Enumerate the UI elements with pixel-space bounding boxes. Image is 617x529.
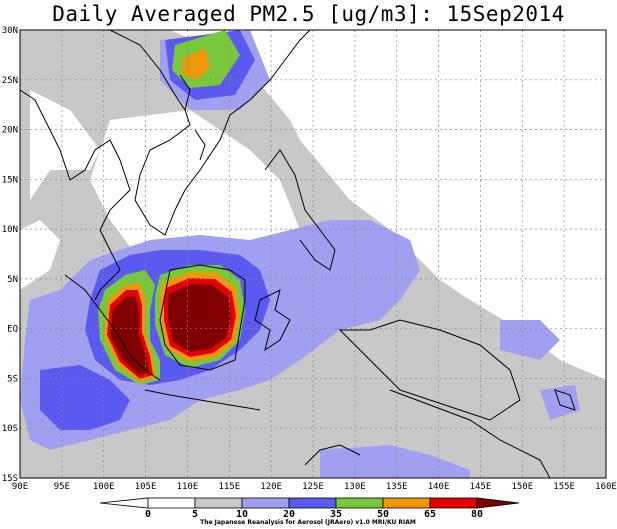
pm25-level-10-20	[500, 320, 560, 360]
longitude-tick-label: 150E	[511, 482, 533, 492]
colorbar-swatch	[241, 497, 290, 509]
longitude-tick-label: 140E	[428, 482, 450, 492]
pm25-level-0-5	[300, 30, 606, 330]
plot-frame	[19, 29, 607, 479]
longitude-tick-label: 100E	[93, 482, 115, 492]
pm25-level-20-35	[40, 365, 130, 430]
longitude-tick-label: 115E	[218, 482, 240, 492]
pm25-level-50-65	[182, 48, 210, 80]
colorbar-right-arrow	[476, 497, 520, 509]
map-title: Daily Averaged PM2.5 [ug/m3]: 15Sep2014	[52, 2, 565, 26]
colorbar-swatch	[194, 497, 243, 509]
latitude-tick-label: EQ	[7, 325, 18, 335]
colorbar-swatch	[429, 497, 478, 509]
longitude-tick-label: 160E	[595, 482, 617, 492]
latitude-tick-label: 25N	[2, 76, 18, 86]
longitude-tick-label: 105E	[135, 482, 157, 492]
pm25-level-0-5	[90, 110, 300, 260]
longitude-axis: 90E 95E 100E 105E 110E 115E 120E 125E 130E 135E 14…	[12, 482, 617, 492]
pm25-level-0-5	[20, 220, 60, 290]
longitude-tick-label: 130E	[344, 482, 366, 492]
colorbar-swatch	[335, 497, 384, 509]
latitude-tick-label: 10S	[2, 424, 18, 434]
colorbar-swatch	[288, 497, 337, 509]
latitude-tick-label: 20N	[2, 126, 18, 136]
latitude-tick-label: 15N	[2, 175, 18, 185]
latitude-tick-label: 30N	[2, 26, 18, 36]
colorbar: 0 5 10 20 35 50 65 80	[99, 497, 520, 520]
longitude-tick-label: 95E	[54, 482, 70, 492]
colorbar-label: 0	[145, 509, 151, 520]
colorbar-swatch	[382, 497, 431, 509]
longitude-tick-label: 110E	[177, 482, 199, 492]
credit-text: The Japanese Reanalysis for Aerosol (JRA…	[200, 519, 416, 526]
colorbar-swatch	[147, 497, 196, 509]
coastlines	[19, 29, 576, 479]
longitude-tick-label: 90E	[12, 482, 28, 492]
latitude-tick-label: 5S	[7, 374, 18, 384]
colorbar-label: 50	[377, 509, 389, 520]
longitude-tick-label: 120E	[260, 482, 282, 492]
pm25-level-80-plus	[168, 284, 231, 352]
colorbar-label: 35	[330, 509, 342, 520]
pm25-level-80-plus	[110, 296, 149, 375]
latitude-tick-label: 5N	[7, 275, 18, 285]
colorbar-label: 10	[236, 509, 248, 520]
latitude-axis: 30N 25N 20N 15N 10N 5N EQ 5S 10S 15S	[2, 26, 18, 484]
longitude-tick-label: 135E	[386, 482, 408, 492]
colorbar-label: 20	[283, 509, 295, 520]
pm25-level-0-5	[30, 90, 100, 200]
longitude-tick-label: 125E	[302, 482, 324, 492]
colorbar-label: 65	[424, 509, 436, 520]
longitude-tick-label: 145E	[470, 482, 492, 492]
longitude-tick-label: 155E	[553, 482, 575, 492]
colorbar-left-arrow	[99, 497, 149, 509]
colorbar-label: 80	[471, 509, 483, 520]
latitude-tick-label: 15S	[2, 474, 18, 484]
colorbar-label: 5	[192, 509, 198, 520]
pm25-level-10-20	[540, 385, 580, 420]
latitude-tick-label: 10N	[2, 225, 18, 235]
